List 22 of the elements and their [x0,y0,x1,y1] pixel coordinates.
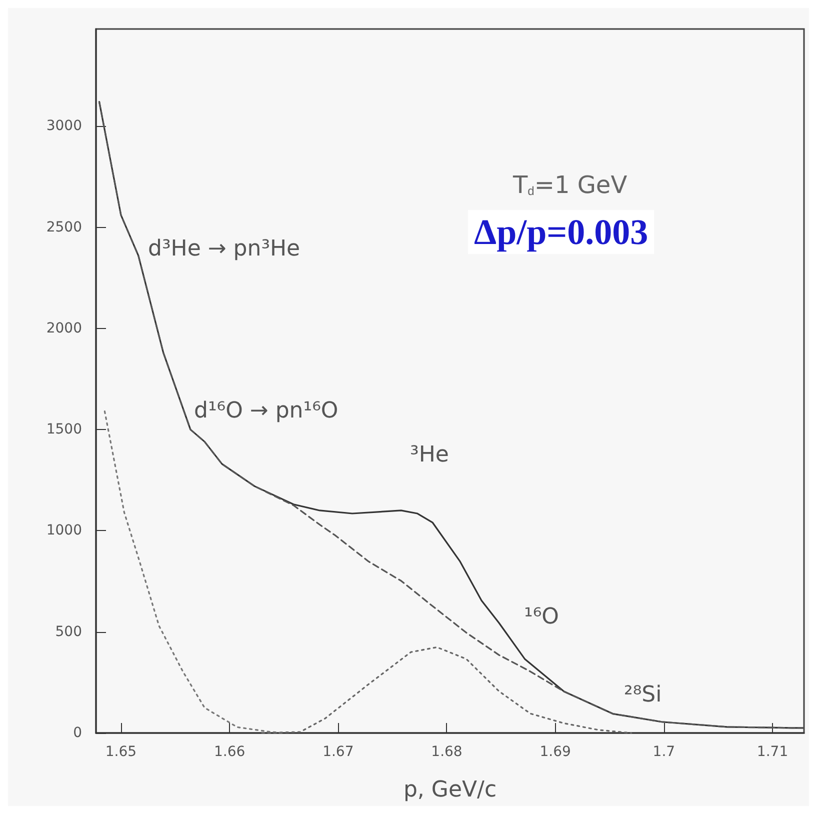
x-axis-title: p, GeV/c [403,778,497,802]
x-tick-label: 1.71 [756,744,788,760]
y-tick-label: 500 [55,624,82,640]
x-tick-label: 1.7 [652,744,676,760]
x-tick-label: 1.65 [105,744,137,760]
x-tick-label: 1.67 [322,744,354,760]
y-tick-label: 1500 [46,422,82,438]
x-tick-label: 1.66 [214,744,246,760]
annotation: Δp/p=0.003 [474,212,648,252]
annotation: ¹⁶O [524,604,559,630]
y-tick-label: 0 [73,725,82,741]
annotation: d³He → pn³He [148,236,300,262]
annotation: d¹⁶O → pn¹⁶O [194,398,338,424]
y-tick-label: 3000 [46,118,82,134]
annotation: ²⁸Si [624,682,662,708]
annotation: Td=1 GeV [512,171,628,199]
annotation: ³He [410,442,449,468]
y-tick-label: 2000 [46,320,82,336]
y-tick-label: 1000 [46,522,82,539]
y-tick-label: 2500 [46,219,82,236]
x-tick-label: 1.68 [431,744,462,760]
x-tick-label: 1.69 [540,744,571,760]
